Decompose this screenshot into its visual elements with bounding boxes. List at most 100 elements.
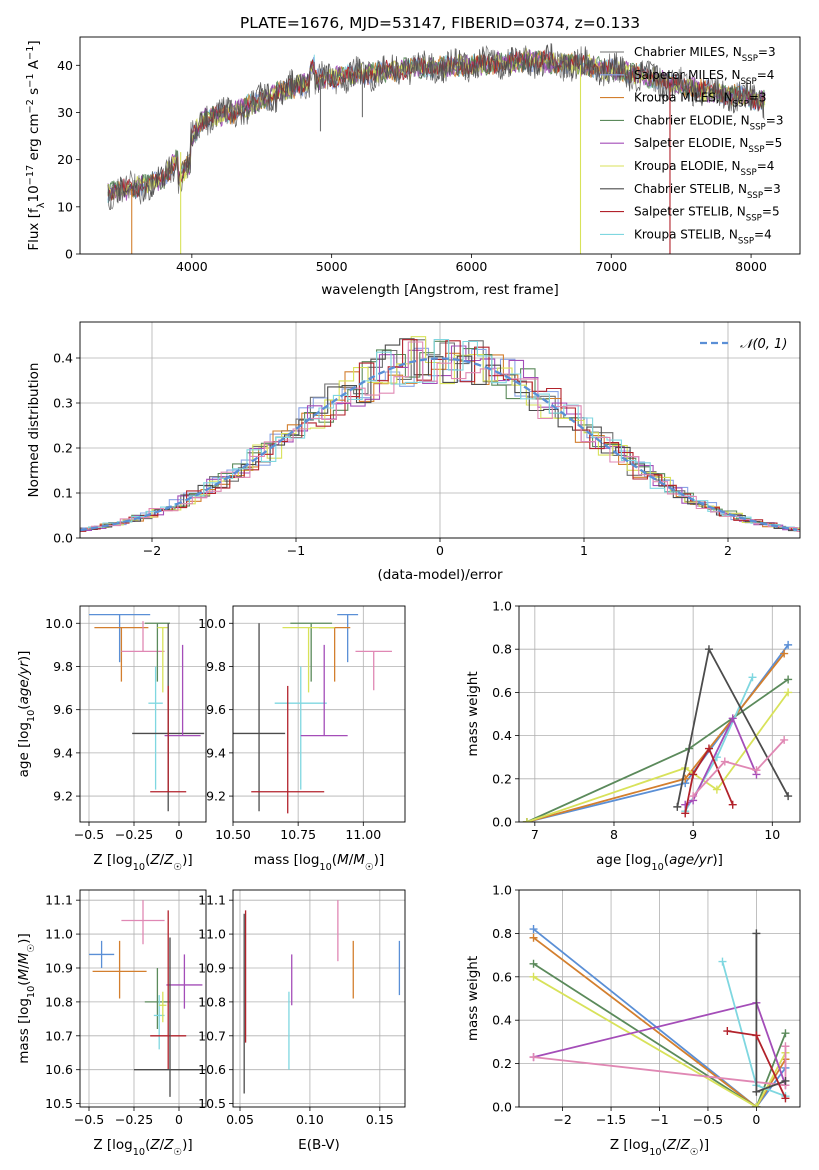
data-point-marker — [681, 809, 690, 818]
data-point-marker — [728, 714, 737, 723]
x-tick-label: 0.05 — [226, 1112, 254, 1127]
x-tick-label: 6000 — [456, 259, 488, 274]
x-tick-label: 7 — [531, 827, 539, 842]
data-point-marker — [784, 640, 793, 649]
x-tick-label: −0.5 — [693, 1112, 723, 1127]
x-tick-label: 11.00 — [345, 827, 381, 842]
data-point-marker — [529, 933, 538, 942]
data-point-marker — [522, 818, 531, 822]
y-axis-label: Normed distribution — [26, 363, 42, 498]
legend-entry: Salpeter MILES, NSSP=4 — [634, 68, 774, 87]
spectrum-plot-area — [107, 43, 766, 254]
y-tick-label: 9.2 — [206, 789, 226, 804]
y-tick-label: 0.4 — [492, 1013, 512, 1028]
mass-weight-series-7 — [684, 746, 734, 814]
y-tick-label: 0.0 — [492, 815, 512, 830]
mass-weight-series-1 — [526, 652, 785, 822]
legend-entry: Chabrier ELODIE, NSSP=3 — [634, 113, 783, 132]
axes-frame — [79, 889, 207, 1108]
y-tick-label: 10.9 — [45, 960, 73, 975]
data-point-marker — [752, 1087, 761, 1096]
x-axis-label: Z [log10(Z/Z☉)] — [93, 1137, 192, 1158]
x-axis-label: (data-model)/error — [377, 567, 503, 583]
data-point-marker — [748, 673, 757, 682]
data-point-marker — [718, 957, 727, 966]
gaussian-curve — [80, 357, 798, 532]
y-tick-label: 1.0 — [492, 883, 512, 898]
y-tick-label: 0.6 — [492, 685, 512, 700]
spectrum-line-6 — [107, 43, 766, 211]
legend-entry: 𝒩(0, 1) — [740, 337, 787, 352]
y-tick-label: 0.8 — [492, 926, 512, 941]
x-axis-label: wavelength [Angstrom, rest frame] — [321, 282, 559, 298]
x-tick-label: −1 — [287, 543, 305, 558]
y-tick-label: 10 — [57, 199, 73, 214]
x-tick-label: −1.5 — [596, 1112, 626, 1127]
y-axis-label: mass [log10(M/M☉)] — [16, 933, 37, 1063]
y-tick-label: 9.4 — [206, 745, 226, 760]
y-tick-label: 10.8 — [45, 994, 73, 1009]
x-tick-label: −2 — [553, 1112, 571, 1127]
x-tick-label: 10 — [764, 827, 780, 842]
y-axis-label: Flux [fλ10−17 erg cm−2 s−1 A−1] — [25, 40, 47, 250]
data-point-marker — [673, 802, 682, 811]
x-tick-label: −0.5 — [74, 1112, 104, 1127]
legend-entry: Salpeter STELIB, NSSP=5 — [634, 205, 780, 224]
x-axis-label: mass [log10(M/M☉)] — [254, 852, 384, 873]
data-point-marker — [704, 645, 713, 654]
y-tick-label: 10.8 — [198, 994, 226, 1009]
mass_weight_vs_age-plot-area — [522, 640, 793, 822]
y-tick-label: 20 — [57, 152, 73, 167]
mass_vs_EBV-plot-area — [243, 900, 401, 1094]
data-point-marker — [728, 800, 737, 809]
y-tick-label: 1.0 — [492, 599, 512, 614]
y-axis-label: mass weight — [465, 956, 481, 1041]
y-tick-label: 0.3 — [53, 396, 73, 411]
y-tick-label: 9.8 — [53, 659, 73, 674]
x-tick-label: −0.25 — [115, 827, 153, 842]
mass-weight-series-3 — [533, 976, 787, 1107]
data-point-marker — [720, 757, 729, 766]
legend-entry: Chabrier STELIB, NSSP=3 — [634, 182, 781, 201]
legend-entry: Chabrier MILES, NSSP=3 — [634, 45, 776, 64]
data-point-marker — [752, 766, 761, 775]
data-point-marker — [781, 1042, 790, 1051]
mass_vs_EBV-axes: 0.05 0.10 0.15 10.5 10.6 10.7 10.8 10.9 11.0 11.1… — [198, 889, 406, 1153]
y-tick-label: 0.4 — [53, 351, 73, 366]
y-tick-label: 10.6 — [45, 1062, 73, 1077]
x-tick-label: 5000 — [316, 259, 348, 274]
y-tick-label: 10.9 — [198, 960, 226, 975]
data-point-marker — [529, 925, 538, 934]
x-tick-label: 2 — [724, 543, 732, 558]
legend-entry: Kroupa STELIB, NSSP=4 — [634, 227, 772, 246]
x-tick-label: 0 — [752, 1112, 760, 1127]
mass_weight_vs_age-axes: 7 8 9 10 0.0 0.2 0.4 0.6 0.8 1.0 age [log10(age/yr… — [465, 599, 801, 873]
data-point-marker — [704, 744, 713, 753]
x-axis-label: Z [log10(Z/Z☉)] — [610, 1137, 709, 1158]
mass-weight-series-8 — [692, 739, 785, 797]
y-tick-label: 10.7 — [45, 1028, 73, 1043]
histogram-series-2 — [80, 352, 800, 530]
x-tick-label: −0.25 — [115, 1112, 153, 1127]
x-tick-label: −1 — [650, 1112, 668, 1127]
mass_weight_vs_Z-plot-area — [529, 925, 790, 1107]
residual_hist-axes: −2 −1 0 1 2 0.0 0.1 0.2 0.3 0.4 (data-model)/error… — [26, 321, 801, 583]
age_vs_Z-plot-area — [89, 613, 205, 812]
y-tick-label: 9.8 — [206, 659, 226, 674]
y-tick-label: 40 — [57, 58, 73, 73]
x-tick-label: 1 — [580, 543, 588, 558]
x-tick-label: 0 — [436, 543, 444, 558]
legend-entry: Salpeter ELODIE, NSSP=5 — [634, 136, 782, 155]
y-tick-label: 9.4 — [53, 745, 73, 760]
data-point-marker — [780, 649, 789, 658]
x-tick-label: −0.5 — [74, 827, 104, 842]
data-point-marker — [529, 959, 538, 968]
y-tick-label: 11.0 — [198, 927, 226, 942]
y-tick-label: 10.5 — [198, 1096, 226, 1111]
x-tick-label: 0.15 — [366, 1112, 394, 1127]
data-point-marker — [752, 1103, 761, 1107]
data-point-marker — [781, 1076, 790, 1085]
x-tick-label: 10.50 — [215, 827, 251, 842]
x-tick-label: 8000 — [735, 259, 767, 274]
legend-entry: Kroupa ELODIE, NSSP=4 — [634, 159, 774, 178]
